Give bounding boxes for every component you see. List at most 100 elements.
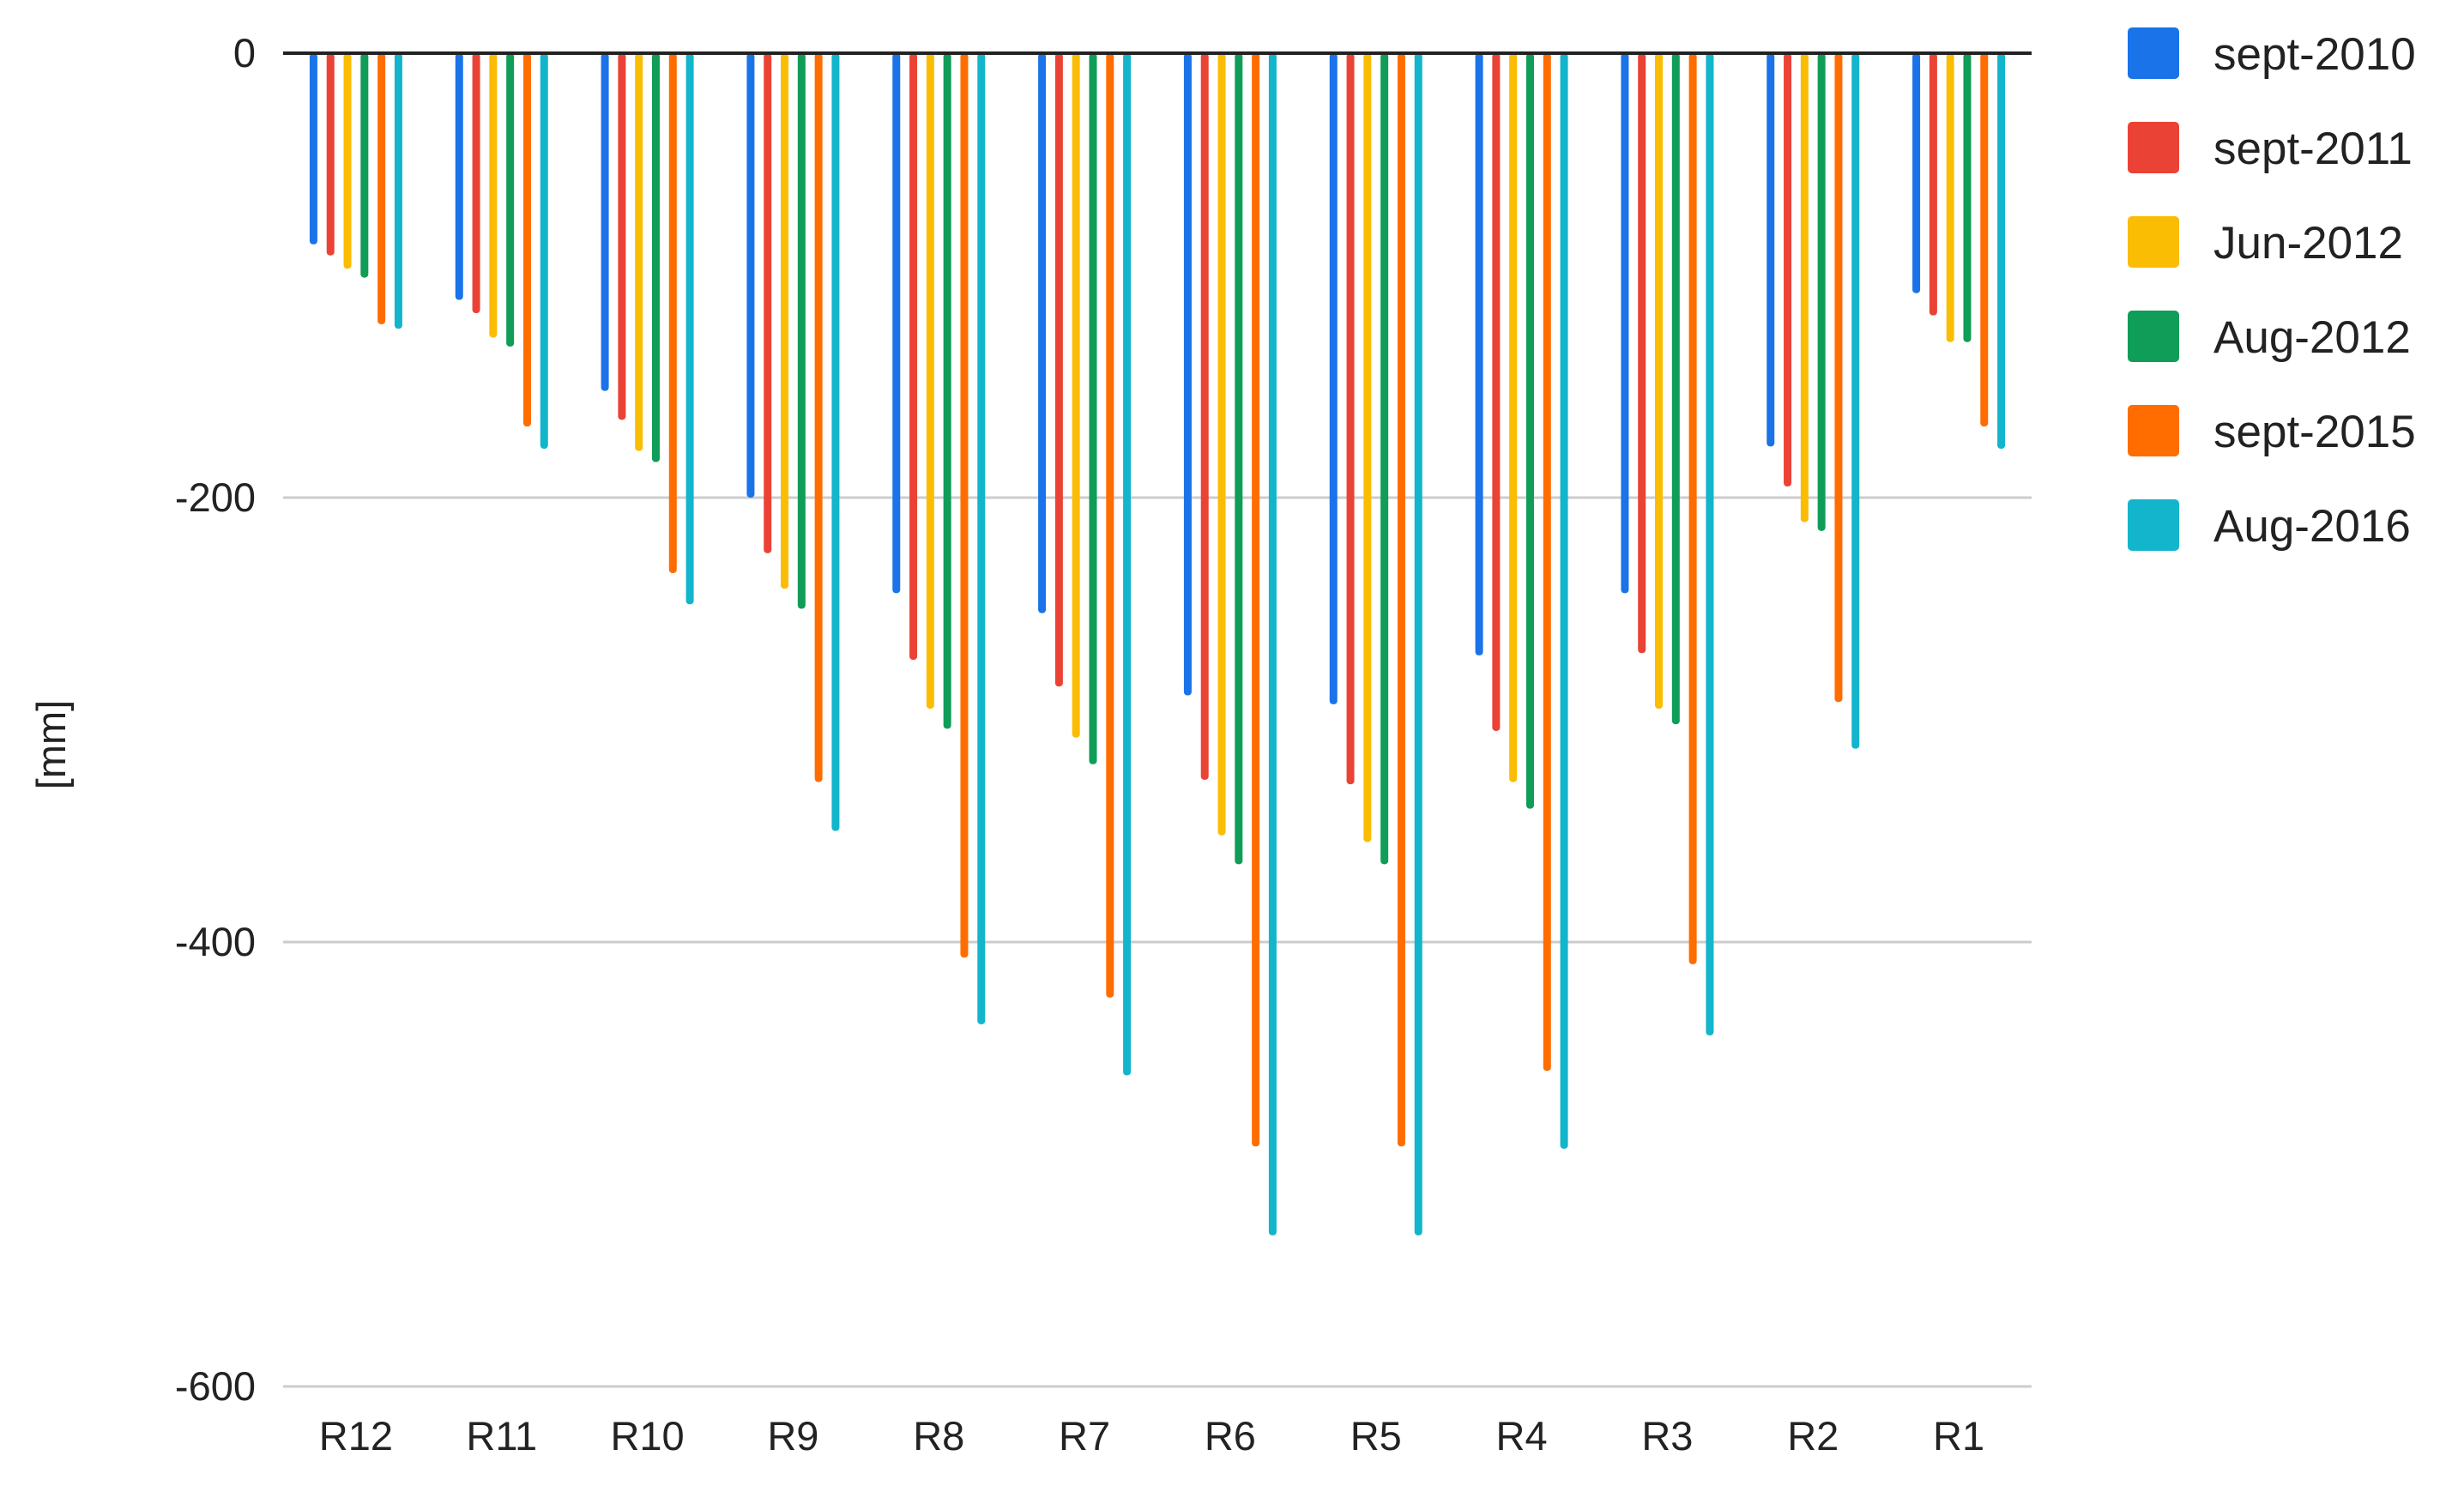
x-tick-label: R10 — [610, 1413, 684, 1459]
bar-r12-sept-2011 — [326, 53, 335, 256]
bar-r2-jun-2012 — [1800, 53, 1809, 522]
x-tick-label: R9 — [767, 1413, 818, 1459]
legend-item-aug-2016[interactable]: Aug-2016 — [2128, 499, 2411, 552]
bar-r3-aug-2016 — [1706, 53, 1714, 1036]
bar-r4-aug-2012 — [1525, 53, 1534, 809]
bar-r6-aug-2012 — [1235, 53, 1243, 865]
legend-swatch — [2128, 405, 2179, 456]
bar-r8-sept-2011 — [909, 53, 918, 661]
bar-r7-sept-2010 — [1038, 53, 1047, 613]
y-tick-label: 0 — [233, 30, 256, 76]
legend-swatch — [2128, 122, 2179, 173]
bar-r11-jun-2012 — [489, 53, 498, 338]
bar-r8-sept-2010 — [892, 53, 901, 594]
legend-label: Aug-2012 — [2213, 312, 2411, 363]
legend-label: sept-2015 — [2213, 407, 2416, 457]
bar-r9-sept-2010 — [746, 53, 755, 498]
x-tick-label: R2 — [1787, 1413, 1839, 1459]
x-tick-label: R7 — [1059, 1413, 1110, 1459]
x-tick-label: R12 — [319, 1413, 393, 1459]
legend-swatch — [2128, 311, 2179, 362]
bar-r2-aug-2016 — [1851, 53, 1860, 749]
legend-item-sept-2015[interactable]: sept-2015 — [2128, 405, 2416, 457]
bar-r10-sept-2010 — [601, 53, 609, 391]
bar-r5-jun-2012 — [1363, 53, 1372, 843]
legend-swatch — [2128, 216, 2179, 268]
bar-r4-sept-2015 — [1543, 53, 1551, 1072]
bar-r5-aug-2012 — [1380, 53, 1389, 865]
x-tick-label: R4 — [1496, 1413, 1548, 1459]
bar-r9-sept-2011 — [764, 53, 772, 553]
y-axis-ticks: 0 -200 -400 -600 — [175, 30, 256, 1409]
bar-r1-sept-2015 — [1980, 53, 1989, 427]
bar-r9-aug-2016 — [831, 53, 840, 831]
bar-r2-aug-2012 — [1817, 53, 1826, 531]
bar-r4-sept-2011 — [1492, 53, 1501, 731]
legend-label: sept-2010 — [2213, 29, 2416, 80]
bar-r11-sept-2011 — [472, 53, 480, 314]
bar-r7-aug-2012 — [1089, 53, 1097, 764]
bar-r1-aug-2012 — [1963, 53, 1972, 342]
y-tick-label: -400 — [175, 919, 256, 964]
bar-r10-jun-2012 — [635, 53, 643, 451]
bar-r11-sept-2010 — [455, 53, 463, 300]
bar-r7-jun-2012 — [1072, 53, 1080, 738]
bar-r5-aug-2016 — [1414, 53, 1422, 1235]
bar-r10-sept-2011 — [618, 53, 626, 420]
bar-r9-aug-2012 — [797, 53, 806, 609]
bar-r6-sept-2010 — [1183, 53, 1192, 696]
legend-item-jun-2012[interactable]: Jun-2012 — [2128, 216, 2403, 269]
legend-item-sept-2010[interactable]: sept-2010 — [2128, 27, 2416, 80]
y-tick-label: -200 — [175, 474, 256, 520]
y-tick-label: -600 — [175, 1363, 256, 1409]
bar-r8-aug-2012 — [943, 53, 951, 729]
bar-r3-aug-2012 — [1671, 53, 1680, 725]
bar-r1-aug-2016 — [1997, 53, 2006, 450]
bar-r9-sept-2015 — [814, 53, 823, 782]
bars — [309, 53, 2006, 1235]
bar-r12-aug-2012 — [360, 53, 369, 278]
legend-swatch — [2128, 27, 2179, 79]
bar-r4-aug-2016 — [1560, 53, 1568, 1149]
bar-r12-sept-2010 — [309, 53, 317, 245]
bar-r5-sept-2010 — [1329, 53, 1338, 704]
x-axis-ticks: R12 R11 R10 R9 R8 R7 R6 R5 R4 R3 R2 R1 — [319, 1413, 1984, 1459]
bar-r5-sept-2011 — [1346, 53, 1355, 785]
bar-r2-sept-2010 — [1766, 53, 1775, 447]
bar-r4-jun-2012 — [1509, 53, 1518, 782]
bar-r1-jun-2012 — [1946, 53, 1954, 342]
bar-r6-sept-2011 — [1200, 53, 1209, 780]
bar-r6-sept-2015 — [1252, 53, 1260, 1147]
bar-r7-sept-2015 — [1106, 53, 1114, 998]
bar-r4-sept-2010 — [1475, 53, 1483, 655]
gridlines — [283, 496, 2032, 1388]
bar-r11-aug-2012 — [506, 53, 515, 347]
bar-r6-jun-2012 — [1217, 53, 1226, 836]
bar-r3-sept-2010 — [1621, 53, 1629, 594]
legend-item-sept-2011[interactable]: sept-2011 — [2128, 122, 2413, 174]
bar-r12-sept-2015 — [377, 53, 386, 324]
bar-r3-sept-2011 — [1638, 53, 1646, 654]
bar-r8-sept-2015 — [960, 53, 969, 958]
bar-r1-sept-2011 — [1929, 53, 1937, 316]
bar-r5-sept-2015 — [1397, 53, 1405, 1147]
x-tick-label: R3 — [1641, 1413, 1693, 1459]
bar-r10-aug-2016 — [685, 53, 694, 605]
bar-r8-aug-2016 — [977, 53, 986, 1024]
bar-r6-aug-2016 — [1268, 53, 1277, 1235]
x-tick-label: R1 — [1933, 1413, 1984, 1459]
legend[interactable]: sept-2010 sept-2011 Jun-2012 Aug-2012 sept-2… — [2128, 27, 2416, 552]
bar-r11-aug-2016 — [540, 53, 548, 450]
x-tick-label: R5 — [1350, 1413, 1402, 1459]
legend-item-aug-2012[interactable]: Aug-2012 — [2128, 311, 2411, 363]
x-tick-label: R6 — [1205, 1413, 1256, 1459]
bar-r9-jun-2012 — [781, 53, 789, 589]
bar-r11-sept-2015 — [522, 53, 531, 427]
bar-r10-aug-2012 — [651, 53, 660, 462]
bar-r12-jun-2012 — [343, 53, 352, 269]
bar-r3-sept-2015 — [1688, 53, 1697, 964]
bar-r2-sept-2015 — [1834, 53, 1843, 703]
legend-label: sept-2011 — [2213, 124, 2413, 174]
